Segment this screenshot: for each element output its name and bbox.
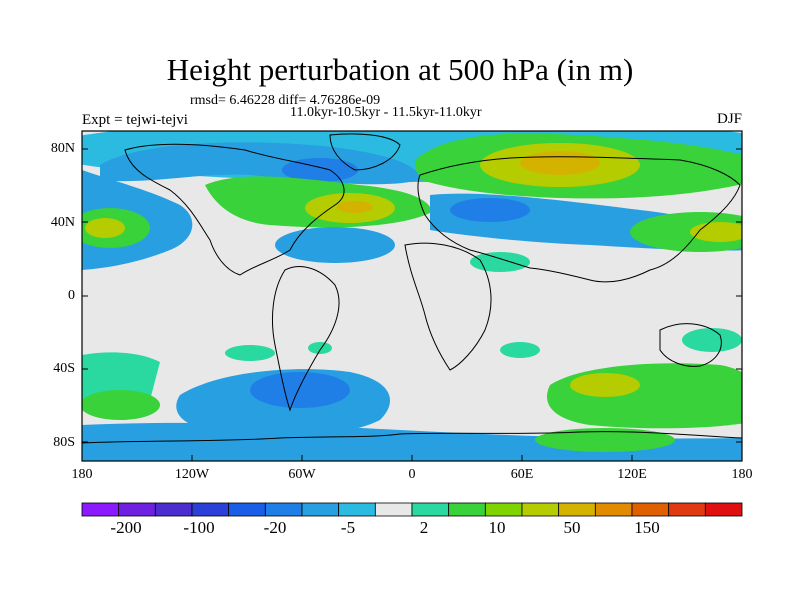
colorbar-swatch <box>668 502 706 517</box>
coast-australia <box>659 323 722 367</box>
colorbar-swatch <box>81 502 120 517</box>
colorbar-swatch <box>484 502 523 517</box>
colorbar-label: 10 <box>488 518 506 537</box>
colorbar-swatch <box>118 502 156 517</box>
colorbar-label: -20 <box>263 518 287 537</box>
lon-tick-120w: 120W <box>174 467 210 482</box>
contour-asia-core <box>450 198 530 222</box>
colorbar-swatch <box>448 502 486 517</box>
lat-tick-40s: 40S <box>53 361 75 376</box>
colorbar-swatch <box>228 502 266 517</box>
coast-north-america <box>124 143 345 276</box>
contour-field <box>82 131 742 461</box>
coastlines <box>82 133 742 444</box>
colorbar-swatch <box>154 502 193 517</box>
contour-pacific-positive-e <box>630 212 742 252</box>
contour-central-atlantic <box>275 227 395 263</box>
lat-tick-40n: 40N <box>50 215 75 230</box>
colorbar-swatch <box>558 502 596 517</box>
contour-sh-patch-4 <box>682 328 742 352</box>
lon-tick-120e: 120E <box>617 467 647 482</box>
colorbar-swatch <box>411 502 450 517</box>
lon-tick-60w: 60W <box>288 467 316 482</box>
stats-label: rmsd= 6.46228 diff= 4.76286e-09 <box>190 93 381 108</box>
colorbar-swatch <box>704 502 743 517</box>
contour-pacific-core-w <box>85 218 125 238</box>
contour-pacific-core-e <box>690 222 742 242</box>
lat-tick-80s: 80S <box>53 435 75 450</box>
lon-tick-180w: 180 <box>71 467 93 482</box>
colorbar-label: 2 <box>419 518 429 537</box>
colorbar-label: -5 <box>340 518 356 537</box>
contour-antarctic-band <box>82 422 742 461</box>
coast-south-america <box>271 266 340 412</box>
colorbar-swatch <box>374 502 413 517</box>
colorbar-swatch <box>631 502 670 517</box>
contour-antarctic-positive <box>535 428 675 452</box>
lat-tick-80n: 80N <box>50 141 75 156</box>
lon-tick-60e: 60E <box>510 467 534 482</box>
colorbar-swatch <box>594 502 633 517</box>
colorbar-label: 50 <box>563 518 581 537</box>
experiment-label: Expt = tejwi-tejvi <box>82 112 188 128</box>
map-title: Height perturbation at 500 hPa (in m) <box>166 52 634 87</box>
contour-satlantic-core <box>250 372 350 408</box>
contour-atlantic-peak <box>337 201 373 213</box>
contour-sh-patch-2 <box>308 342 332 354</box>
colorbar-label: -100 <box>183 518 215 537</box>
contour-sh-patch-3 <box>500 342 540 358</box>
lon-tick-180e: 180 <box>731 467 753 482</box>
colorbar-swatch <box>191 502 230 517</box>
colorbar-swatch <box>301 502 340 517</box>
contour-indian-core <box>570 373 640 397</box>
contour-eurasia-peak <box>520 151 600 175</box>
colorbar-label: -200 <box>110 518 142 537</box>
coast-africa <box>404 242 492 371</box>
contour-tropical-patch <box>470 252 530 272</box>
lat-ticks <box>82 148 742 443</box>
colorbar-swatch <box>264 502 303 517</box>
colorbar-label: 150 <box>634 518 660 537</box>
colorbar-swatch <box>521 502 560 517</box>
contour-na-core <box>282 158 358 182</box>
contour-sh-positive-w-core <box>82 390 160 420</box>
season-label: DJF <box>716 111 742 127</box>
contour-sh-patch-1 <box>225 345 275 361</box>
period-label: 11.0kyr-10.5kyr - 11.5kyr-11.0kyr <box>290 105 482 120</box>
lon-ticks <box>81 455 743 461</box>
coast-antarctica <box>82 431 742 444</box>
coast-greenland <box>329 133 401 171</box>
colorbar <box>81 502 743 517</box>
lon-tick-0: 0 <box>408 467 416 482</box>
colorbar-swatch <box>338 502 376 517</box>
lat-tick-0: 0 <box>68 288 75 303</box>
coast-eurasia <box>417 156 741 283</box>
